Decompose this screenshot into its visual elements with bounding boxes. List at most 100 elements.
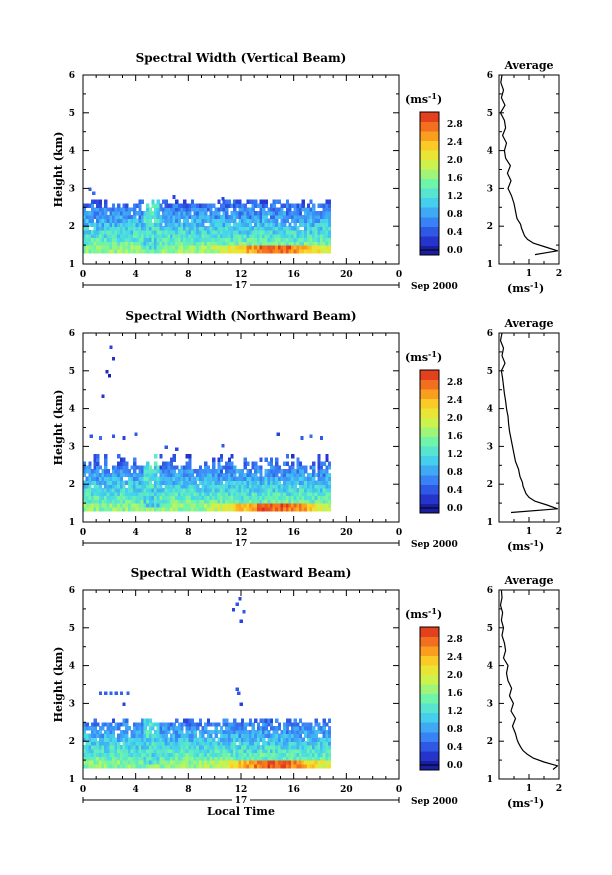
heatmap-cell: [283, 214, 287, 220]
heatmap-cell: [117, 472, 121, 478]
heatmap-cell: [235, 506, 239, 512]
heatmap-cell: [138, 491, 142, 497]
heatmap-cell: [114, 499, 118, 504]
heatmap-cell: [122, 461, 126, 466]
heatmap-cell: [146, 245, 150, 250]
heatmap-cell: [188, 245, 192, 250]
heatmap-cell: [296, 457, 300, 463]
heatmap-cell: [130, 487, 134, 493]
heatmap-cell: [327, 729, 332, 735]
heatmap-cell: [164, 248, 168, 254]
heatmap-cell: [320, 737, 324, 742]
heatmap-cell: [190, 229, 195, 235]
heatmap-cell: [269, 487, 274, 493]
heatmap-cell: [140, 741, 145, 746]
heatmap-cell: [135, 756, 139, 761]
heatmap-cell: [106, 207, 110, 212]
heatmap-cell: [283, 229, 287, 235]
heatmap-cell: [322, 469, 326, 474]
heatmap-cell: [159, 503, 163, 508]
heatmap-cell: [201, 214, 205, 220]
heatmap-cell: [233, 763, 237, 769]
heatmap-cell: [122, 469, 126, 474]
heatmap-cell: [285, 499, 289, 504]
heatmap-cell: [204, 461, 208, 466]
heatmap-cell: [159, 729, 163, 735]
heatmap-cell: [101, 480, 105, 485]
heatmap-cell: [254, 218, 258, 224]
heatmap-cell: [209, 218, 213, 224]
heatmap-cell: [291, 226, 295, 231]
heatmap-cell: [320, 472, 324, 478]
heatmap-cell: [230, 461, 234, 466]
heatmap-cell: [151, 752, 155, 757]
heatmap-cell: [246, 741, 250, 746]
y-tick-label: 3: [69, 699, 75, 709]
heatmap-cell: [114, 233, 118, 239]
heatmap-cell: [251, 218, 255, 224]
heatmap-cell: [277, 760, 282, 765]
heatmap-cell: [296, 465, 300, 470]
heatmap-cell: [83, 744, 87, 750]
heatmap-cell: [188, 207, 192, 212]
heatmap-cell: [104, 203, 108, 208]
heatmap-cell: [98, 726, 103, 731]
heatmap-cell: [159, 741, 163, 746]
heatmap-cell: [196, 218, 200, 224]
heatmap-cell: [148, 465, 153, 470]
heatmap-cell: [217, 748, 221, 754]
heatmap-cell: [167, 752, 171, 757]
heatmap-cell: [198, 476, 203, 482]
heatmap-cell: [193, 241, 197, 246]
heatmap-cell: [291, 499, 295, 504]
heatmap-cell: [180, 222, 184, 227]
heatmap-cell: [85, 503, 89, 508]
heatmap-cell: [111, 237, 116, 242]
heatmap-cell: [117, 737, 121, 742]
heatmap-cell: [317, 491, 321, 497]
heatmap-cell: [212, 472, 216, 478]
heatmap-cell: [230, 763, 234, 769]
heatmap-cell: [222, 222, 226, 227]
heatmap-cell: [98, 733, 103, 739]
heatmap-cell: [314, 472, 318, 478]
heatmap-cell: [227, 472, 232, 478]
heatmap-cell: [98, 503, 103, 508]
colorbar-band: [420, 207, 439, 218]
heatmap-cell: [225, 729, 229, 735]
heatmap-cell: [212, 506, 216, 512]
heatmap-cell: [119, 461, 124, 466]
heatmap-cell: [291, 756, 295, 761]
heatmap-cell: [185, 487, 189, 493]
heatmap-cell: [177, 484, 182, 489]
heatmap-cell: [212, 480, 216, 485]
heatmap-cell: [262, 203, 266, 208]
heatmap-cell: [143, 760, 147, 765]
heatmap-cell: [248, 506, 253, 512]
heatmap-cell: [122, 503, 126, 508]
heatmap-cell: [230, 480, 234, 485]
heatmap-cell: [125, 487, 129, 493]
heatmap-cell: [214, 756, 218, 761]
heatmap-cell: [214, 476, 218, 482]
heatmap-cell: [322, 733, 326, 739]
heatmap-cell: [133, 506, 137, 512]
heatmap-cell: [185, 241, 189, 246]
heatmap-cell: [196, 737, 200, 742]
heatmap-cell: [298, 506, 303, 512]
heatmap-cell: [327, 737, 332, 742]
heatmap-cell: [272, 222, 276, 227]
heatmap-cell: [246, 211, 250, 216]
heatmap-cell: [198, 733, 203, 739]
heatmap-cell: [85, 506, 89, 512]
heatmap-cell: [204, 237, 208, 242]
heatmap-cell: [177, 487, 182, 493]
heatmap-cell: [291, 469, 295, 474]
heatmap-cell: [206, 245, 210, 250]
heatmap-cell: [143, 752, 147, 757]
heatmap-cell: [177, 491, 182, 497]
heatmap-cell: [219, 226, 224, 231]
heatmap-cell: [325, 214, 329, 220]
heatmap-cell: [169, 237, 174, 242]
x-tick-label: 4: [133, 528, 139, 538]
